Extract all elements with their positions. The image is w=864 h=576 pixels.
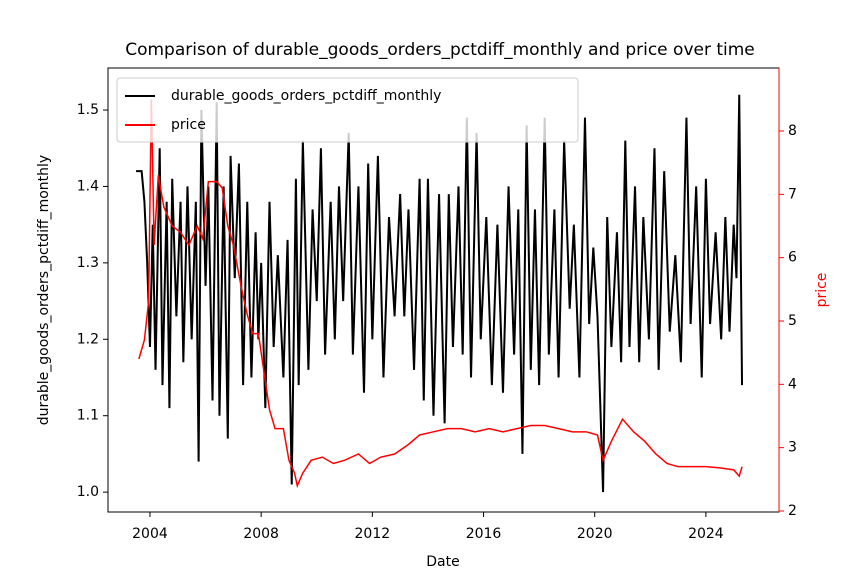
y2-tick-label: 3 [788, 440, 797, 456]
y2-tick-label: 4 [788, 376, 797, 392]
x-tick-label: 2012 [355, 526, 391, 542]
y2-tick-label: 8 [788, 123, 797, 139]
y2-tick-label: 2 [788, 503, 797, 519]
y2-axis-label: price [814, 273, 830, 308]
line-series [138, 99, 743, 489]
y-tick-label: 1.4 [77, 178, 99, 194]
y-tick-label: 1.0 [77, 484, 99, 500]
y2-tick-label: 5 [788, 313, 797, 329]
legend-label: durable_goods_orders_pctdiff_monthly [171, 88, 441, 104]
y2-tick-label: 7 [788, 186, 797, 202]
legend-label: price [171, 117, 206, 133]
x-tick-label: 2004 [132, 526, 168, 542]
legend-box [116, 77, 579, 143]
x-axis-label: Date [426, 554, 459, 570]
y-tick-label: 1.1 [77, 408, 99, 424]
x-tick-label: 2016 [466, 526, 502, 542]
x-tick-label: 2020 [577, 526, 613, 542]
x-tick-label: 2008 [243, 526, 279, 542]
y-axis-label: durable_goods_orders_pctdiff_monthly [36, 155, 52, 425]
x-tick-label: 2024 [688, 526, 724, 542]
line-series [136, 94, 744, 493]
chart-title: Comparison of durable_goods_orders_pctdi… [125, 40, 755, 60]
y-tick-label: 1.3 [77, 255, 99, 271]
y2-tick-label: 6 [788, 250, 797, 266]
y-tick-label: 1.5 [77, 102, 99, 118]
y-tick-label: 1.2 [77, 331, 99, 347]
